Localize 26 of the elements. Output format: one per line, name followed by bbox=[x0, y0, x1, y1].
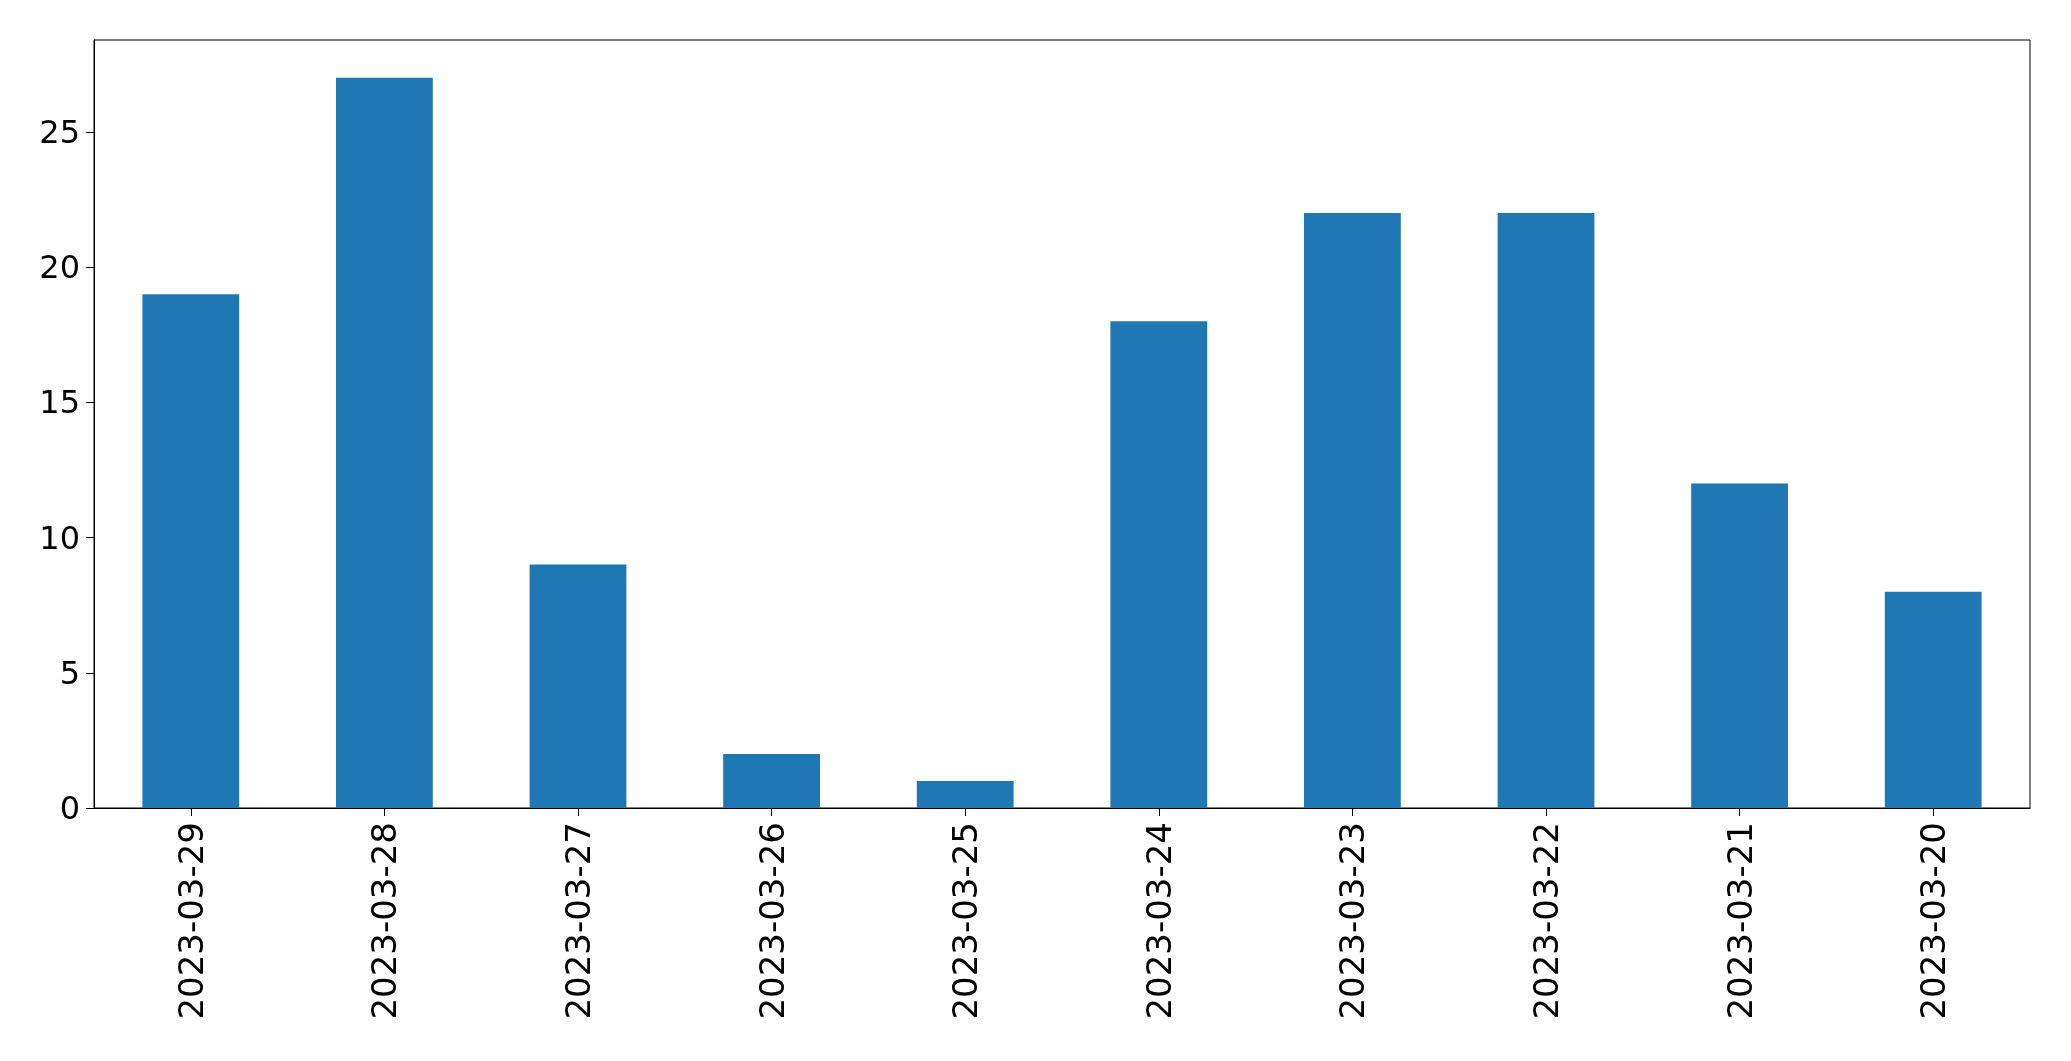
x-tick-label: 2023-03-26 bbox=[751, 822, 792, 1020]
x-tick-label: 2023-03-22 bbox=[1526, 822, 1566, 1020]
y-tick-label: 10 bbox=[39, 518, 80, 557]
x-tick-label: 2023-03-21 bbox=[1719, 822, 1760, 1020]
y-tick-label: 25 bbox=[39, 112, 80, 151]
x-tick-label: 2023-03-27 bbox=[558, 822, 598, 1020]
bar bbox=[336, 77, 433, 808]
x-tick-label: 2023-03-20 bbox=[1913, 822, 1954, 1020]
bar bbox=[1691, 483, 1788, 808]
x-tick-label: 2023-03-29 bbox=[170, 822, 211, 1020]
bar bbox=[1304, 213, 1401, 808]
y-tick-label: 5 bbox=[59, 653, 80, 692]
bar bbox=[916, 780, 1014, 808]
bar bbox=[1884, 591, 1982, 808]
bar bbox=[1497, 213, 1595, 808]
x-tick-label: 2023-03-25 bbox=[945, 822, 986, 1020]
bar bbox=[723, 753, 820, 808]
y-tick-label: 20 bbox=[39, 248, 80, 287]
bar bbox=[142, 294, 240, 808]
bar bbox=[1110, 321, 1208, 808]
x-tick-label: 2023-03-23 bbox=[1332, 822, 1373, 1020]
y-tick-label: 0 bbox=[59, 789, 80, 827]
x-tick-label: 2023-03-28 bbox=[364, 822, 405, 1020]
y-tick-label: 15 bbox=[39, 383, 80, 422]
bar bbox=[529, 564, 627, 808]
x-tick-label: 2023-03-24 bbox=[1138, 822, 1179, 1020]
